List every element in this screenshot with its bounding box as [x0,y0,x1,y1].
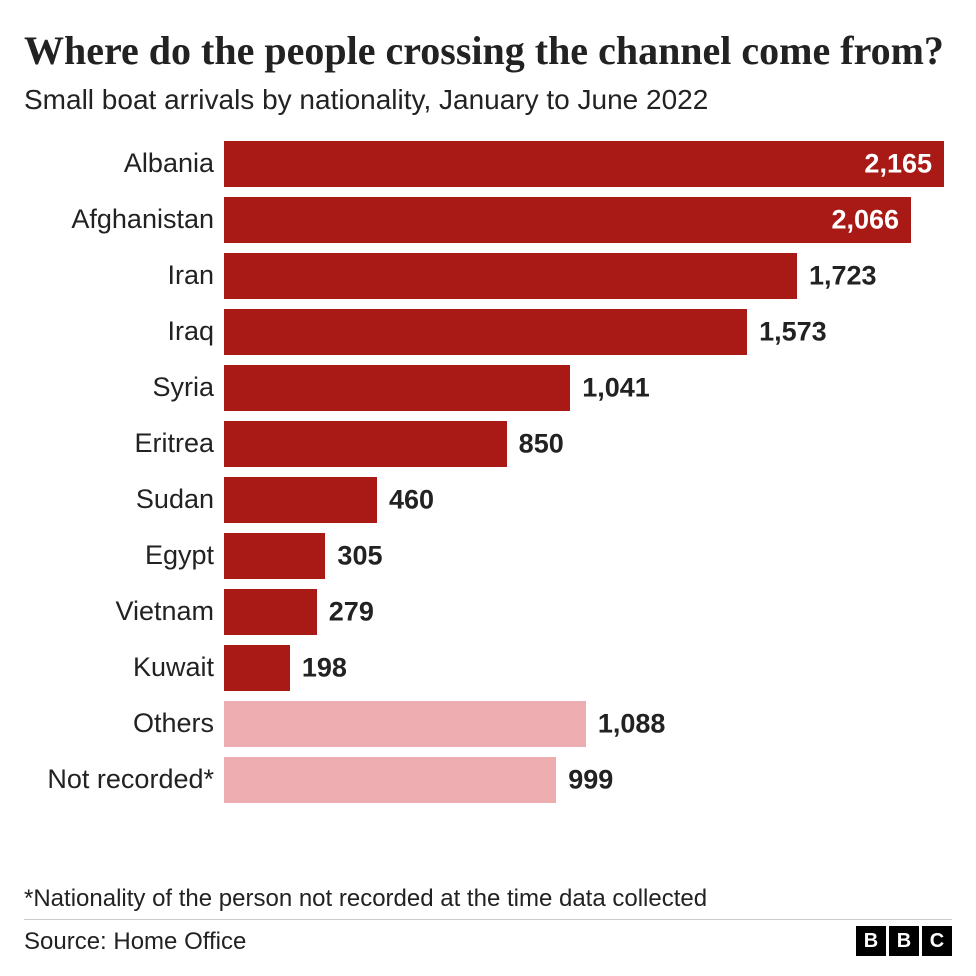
bar-row: Not recorded* 999 [24,754,952,805]
bar-area: 198 [224,642,952,693]
bar-label: Afghanistan [24,204,224,235]
bar-label: Eritrea [24,428,224,459]
logo-letter: C [922,926,952,956]
bar-row: Kuwait 198 [24,642,952,693]
bar: 2,165 [224,141,944,187]
bar [224,533,325,579]
bar-value: 1,723 [809,260,877,291]
bar-area: 279 [224,586,952,637]
bar-value: 1,041 [582,372,650,403]
bar-value: 1,573 [759,316,827,347]
bar: 2,066 [224,197,911,243]
bar-label: Albania [24,148,224,179]
bar-label: Others [24,708,224,739]
bar-value: 2,165 [864,148,932,179]
bar-row: Others 1,088 [24,698,952,749]
bar [224,421,507,467]
bar-row: Afghanistan 2,066 [24,194,952,245]
bar-value: 850 [519,428,564,459]
footnote: *Nationality of the person not recorded … [24,885,952,913]
bar-row: Sudan 460 [24,474,952,525]
bar-row: Iran 1,723 [24,250,952,301]
chart-title: Where do the people crossing the channel… [24,28,952,74]
bar [224,309,747,355]
bar [224,645,290,691]
bar-area: 1,088 [224,698,952,749]
bar-label: Iran [24,260,224,291]
bar [224,253,797,299]
bar-row: Vietnam 279 [24,586,952,637]
bar-value: 1,088 [598,708,666,739]
bar [224,589,317,635]
bar-label: Kuwait [24,652,224,683]
bar-value: 2,066 [831,204,899,235]
bar-row: Syria 1,041 [24,362,952,413]
bar-area: 2,066 [224,194,952,245]
bar-area: 2,165 [224,138,952,189]
bar-area: 850 [224,418,952,469]
bar [224,477,377,523]
bar-row: Albania 2,165 [24,138,952,189]
bar-label: Sudan [24,484,224,515]
source-text: Source: Home Office [24,928,246,956]
bar-row: Iraq 1,573 [24,306,952,357]
bar [224,701,586,747]
bar-label: Vietnam [24,596,224,627]
bar-area: 999 [224,754,952,805]
bar-area: 1,723 [224,250,952,301]
bar-value: 999 [568,764,613,795]
bar [224,365,570,411]
bar [224,757,556,803]
bar-row: Eritrea 850 [24,418,952,469]
bar-value: 460 [389,484,434,515]
bar-row: Egypt 305 [24,530,952,581]
bar-area: 305 [224,530,952,581]
bar-area: 1,041 [224,362,952,413]
logo-letter: B [889,926,919,956]
chart-subtitle: Small boat arrivals by nationality, Janu… [24,84,952,116]
bar-chart: Albania2,165Afghanistan2,066Iran1,723Ira… [24,138,952,877]
bar-area: 460 [224,474,952,525]
bbc-logo: BBC [856,926,952,956]
logo-letter: B [856,926,886,956]
footer: Source: Home Office BBC [24,919,952,956]
bar-label: Not recorded* [24,764,224,795]
bar-area: 1,573 [224,306,952,357]
bar-label: Egypt [24,540,224,571]
bar-label: Iraq [24,316,224,347]
bar-value: 279 [329,596,374,627]
bar-label: Syria [24,372,224,403]
bar-value: 198 [302,652,347,683]
bar-value: 305 [337,540,382,571]
